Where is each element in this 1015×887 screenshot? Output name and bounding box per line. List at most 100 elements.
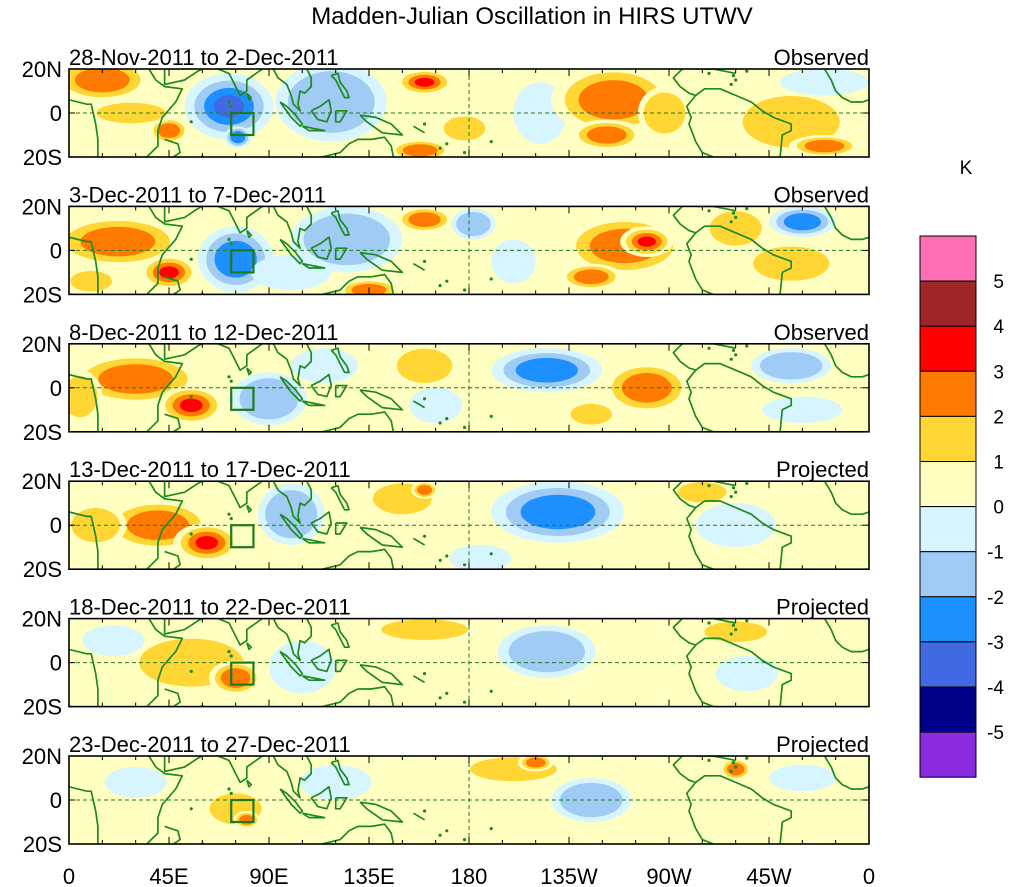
coastline — [164, 413, 181, 432]
x-axis: 0 45E 90E 135E 180 135W 90W 45W 0 — [63, 864, 875, 887]
island — [745, 344, 749, 348]
colorbar-swatch — [919, 280, 977, 327]
island — [445, 691, 449, 696]
coastline — [672, 69, 714, 157]
colorbar-swatch — [919, 506, 977, 553]
coastline — [245, 504, 253, 513]
contour-field — [69, 343, 869, 432]
island — [745, 207, 749, 211]
island — [227, 375, 231, 379]
island — [729, 769, 733, 774]
y-tick-label: 20N — [22, 469, 62, 494]
island — [438, 558, 442, 563]
anomaly-band — [456, 211, 491, 237]
coastline — [412, 400, 426, 409]
island — [745, 69, 749, 73]
coastline — [359, 389, 404, 411]
island — [489, 552, 493, 556]
island — [731, 761, 736, 765]
index-box — [230, 249, 255, 274]
anomaly-band — [449, 545, 512, 570]
colorbar-label: 1 — [993, 453, 1004, 474]
y-tick-label: 0 — [50, 788, 62, 813]
anomaly-blob — [257, 483, 325, 545]
island — [229, 517, 233, 521]
anomaly-blob — [702, 206, 770, 251]
anomaly-blob — [751, 348, 832, 384]
coastline — [322, 273, 395, 295]
island — [707, 484, 711, 488]
coastline — [279, 238, 304, 265]
anomaly-blob — [762, 396, 843, 423]
colorbar-swatch — [919, 731, 977, 778]
index-box — [230, 111, 255, 137]
anomaly-band — [414, 77, 435, 87]
island — [734, 765, 738, 769]
y-tick-label: 20N — [22, 194, 62, 219]
index-box — [230, 661, 255, 686]
anomaly-blob — [82, 625, 145, 656]
coastline — [322, 136, 395, 157]
y-tick-label: 0 — [50, 651, 62, 676]
island — [729, 357, 733, 361]
coastlines — [69, 756, 869, 844]
y-tick-label: 20S — [23, 145, 62, 170]
anomaly-blob — [457, 756, 569, 785]
coastline — [672, 756, 714, 844]
x-tick-label: 45W — [746, 864, 791, 887]
coastline — [359, 114, 404, 136]
colorbar-swatch — [919, 325, 977, 372]
coastline — [412, 537, 426, 546]
anomaly-band — [303, 213, 391, 266]
island — [422, 534, 427, 538]
anomaly-band — [70, 270, 113, 292]
island — [445, 417, 449, 421]
coastline — [279, 101, 304, 128]
x-tick-label: 135W — [540, 864, 598, 887]
coastline — [272, 481, 313, 524]
index-box — [230, 524, 255, 549]
anomaly-band — [265, 490, 318, 539]
island — [731, 211, 736, 215]
x-tick-label: 135E — [343, 864, 394, 887]
island — [227, 787, 231, 791]
y-tick-label: 0 — [50, 376, 62, 401]
panel-status: Observed — [774, 45, 869, 70]
coastline — [279, 650, 304, 677]
anomaly-band — [678, 481, 727, 503]
island — [729, 495, 733, 499]
map-panel: 20N 0 20S 18-Dec-2011 to 22-Dec-2011 Project… — [22, 595, 870, 720]
coastline — [310, 785, 333, 810]
coastline — [334, 109, 348, 123]
coastline — [359, 663, 404, 686]
anomaly-blob — [149, 117, 189, 144]
anomaly-blob — [564, 401, 618, 428]
anomaly-band — [780, 69, 869, 96]
coastline — [322, 411, 395, 432]
colorbar-swatch — [919, 596, 977, 643]
map-panel: 20N 0 20S 13-Dec-2011 to 17-Dec-2011 Project… — [22, 457, 870, 582]
island — [229, 242, 233, 246]
island — [734, 78, 738, 82]
coastline — [334, 659, 348, 673]
anomaly-band — [220, 668, 251, 688]
anomaly-band — [195, 536, 219, 550]
coastline — [279, 788, 304, 815]
island — [438, 284, 442, 288]
anomaly-blob — [104, 767, 167, 798]
coastline — [695, 500, 793, 570]
coastline — [330, 209, 350, 236]
coastline — [217, 343, 263, 372]
colorbar-label: -4 — [987, 678, 1004, 699]
anomaly-band — [573, 269, 609, 285]
anomaly-blob — [233, 811, 261, 829]
coastline — [412, 675, 426, 684]
anomaly-band — [408, 212, 441, 227]
anomaly-band — [515, 357, 578, 383]
coastline — [823, 756, 869, 790]
panel-status: Projected — [776, 457, 869, 482]
colorbar-label: -1 — [987, 543, 1004, 564]
island — [462, 563, 467, 567]
anomaly-blob — [491, 239, 536, 284]
contour-field — [69, 69, 869, 157]
